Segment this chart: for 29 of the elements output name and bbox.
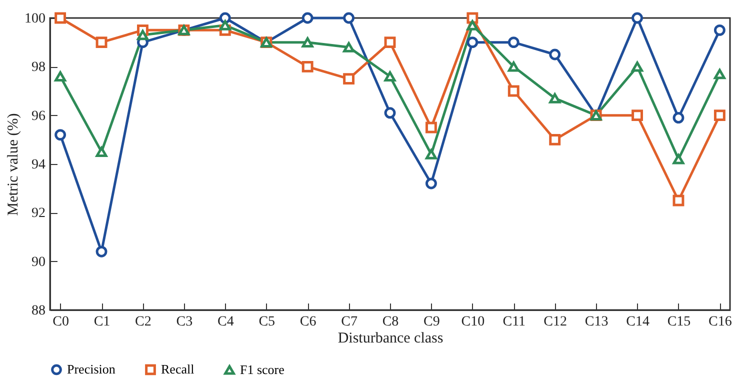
y-tick-label: 100 <box>24 12 46 26</box>
y-axis-title: Metric value (%) <box>6 113 22 216</box>
y-tick-label: 98 <box>32 60 46 76</box>
x-tick-label: C4 <box>217 314 234 330</box>
x-tick-label: C5 <box>258 314 276 330</box>
x-tick-label: C1 <box>94 314 110 330</box>
x-tick-label: C14 <box>626 314 650 330</box>
legend-label: Recall <box>161 362 195 377</box>
x-tick-label: C8 <box>382 314 399 330</box>
y-tick-label: 96 <box>32 108 46 124</box>
x-tick-label: C13 <box>584 314 608 330</box>
y-tick-label: 88 <box>32 304 46 318</box>
x-tick-label: C7 <box>341 314 358 330</box>
x-tick-label: C15 <box>667 314 691 330</box>
y-tick-label: 94 <box>32 158 46 172</box>
x-axis-title: Disturbance class <box>338 330 444 346</box>
legend-label: F1 score <box>240 362 285 377</box>
x-tick-label: C2 <box>135 314 152 330</box>
y-tick-label: 90 <box>32 254 46 270</box>
x-tick-label: C0 <box>52 314 69 330</box>
legend-label: Precision <box>67 362 116 377</box>
x-tick-label: C3 <box>176 314 193 330</box>
x-tick-label: C10 <box>461 314 485 330</box>
x-tick-label: C9 <box>424 314 440 330</box>
x-tick-label: C16 <box>708 314 732 330</box>
x-tick-label: C11 <box>502 314 526 330</box>
x-tick-label: C6 <box>300 314 316 330</box>
x-tick-label: C12 <box>544 314 568 330</box>
y-tick-label: 92 <box>32 206 46 222</box>
